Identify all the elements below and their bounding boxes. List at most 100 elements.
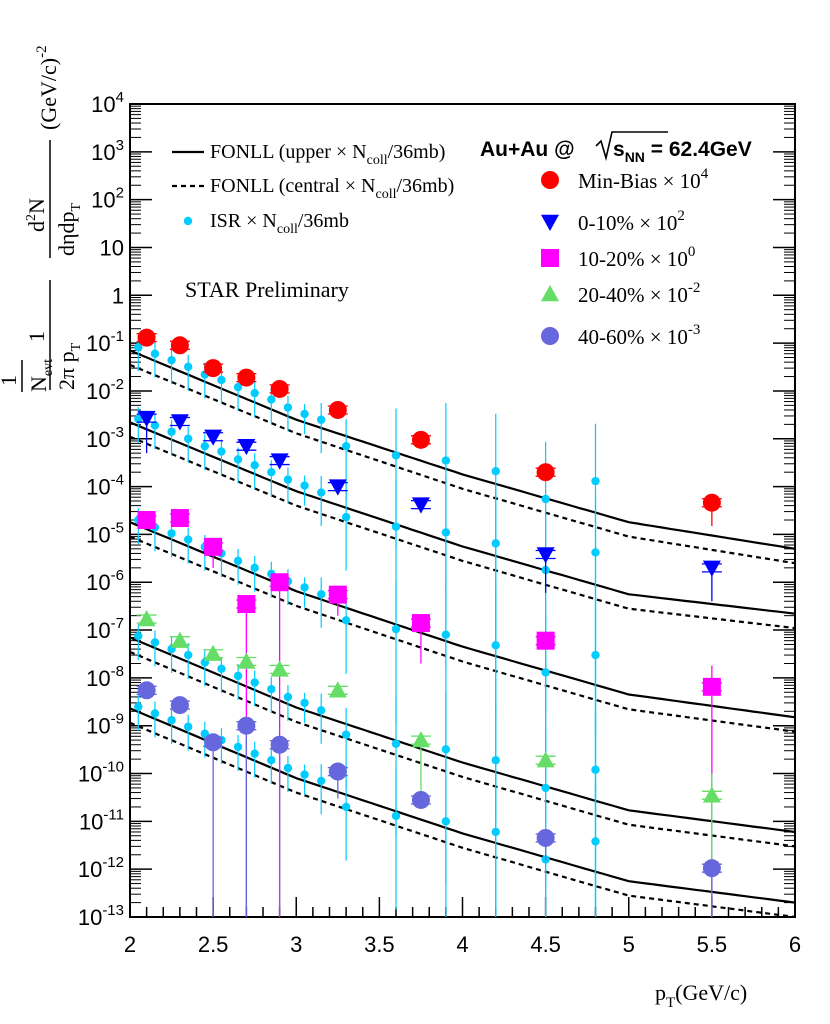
- isr-point: [341, 802, 351, 812]
- data-point: [702, 859, 721, 878]
- isr-point: [233, 556, 243, 566]
- data-point: [170, 631, 189, 648]
- y-tick-label: 10-2: [86, 376, 124, 404]
- isr-point: [300, 481, 309, 490]
- isr-point: [300, 409, 309, 419]
- y-tick-label: 10-8: [86, 663, 124, 691]
- data-point: [536, 463, 555, 482]
- fonll-central-curve: [129, 650, 796, 848]
- isr-point: [134, 702, 143, 711]
- y-tick-label: 10-13: [78, 902, 124, 930]
- isr-point: [250, 461, 259, 470]
- legend-model-label: ISR × Ncoll/36mb: [210, 210, 349, 237]
- isr-point: [183, 650, 193, 660]
- fonll-upper-curve: [129, 636, 796, 834]
- fonll-central-curve: [129, 721, 796, 919]
- fonll-upper-curve: [129, 349, 796, 550]
- isr-point: [391, 739, 401, 748]
- data-point: [270, 453, 289, 470]
- y-tick-label: 10-6: [86, 567, 124, 595]
- data-point: [328, 400, 347, 419]
- isr-point: [283, 763, 293, 773]
- x-tick-label: 3: [290, 932, 302, 957]
- isr-point: [441, 456, 451, 465]
- data-point: [237, 368, 256, 387]
- isr-point: [591, 650, 600, 660]
- data-point: [328, 585, 347, 604]
- legend-model-label: FONLL (central × Ncoll/36mb): [210, 175, 454, 202]
- isr-point: [267, 755, 276, 765]
- data-point: [170, 336, 189, 355]
- fonll-central-curve: [129, 535, 796, 733]
- data-point: [411, 790, 430, 809]
- x-tick-label: 2: [124, 932, 136, 957]
- isr-point: [491, 755, 500, 765]
- data-point: [536, 828, 555, 847]
- isr-point: [316, 706, 326, 715]
- data-point: [237, 595, 256, 614]
- data-point: [702, 493, 721, 512]
- y-tick-label: 103: [91, 137, 124, 165]
- isr-point: [391, 811, 401, 821]
- isr-point: [150, 421, 160, 430]
- legend-series-marker: [541, 171, 559, 189]
- data-point: [411, 430, 430, 449]
- data-point: [137, 328, 156, 347]
- isr-point: [316, 590, 326, 599]
- isr-point: [183, 434, 193, 443]
- isr-point: [316, 776, 326, 786]
- isr-point: [134, 414, 143, 424]
- isr-point: [283, 692, 293, 702]
- isr-point: [316, 415, 326, 424]
- data-point: [328, 681, 347, 698]
- y-tick-label: 10-10: [78, 759, 124, 787]
- isr-point: [341, 616, 351, 625]
- y-tick-label: 10-11: [79, 806, 124, 834]
- isr-point: [217, 375, 226, 385]
- data-point: [137, 681, 156, 700]
- legend-series-label: 20-40% × 10-2: [578, 280, 700, 307]
- data-point: [702, 677, 721, 696]
- data-point: [411, 731, 430, 748]
- legend-series-marker: [541, 214, 559, 231]
- data-point: [411, 497, 430, 514]
- isr-point: [150, 709, 160, 718]
- x-axis-label: pT(GeV/c): [655, 980, 747, 1011]
- x-tick-label: 5: [623, 932, 635, 957]
- legend-model-label: FONLL (upper × Ncoll/36mb): [210, 141, 445, 168]
- isr-point: [183, 362, 193, 371]
- legend-series-marker: [541, 285, 559, 302]
- isr-point: [591, 476, 600, 486]
- isr-point: [233, 742, 243, 752]
- x-tick-label: 5.5: [697, 932, 728, 957]
- y-label-one-b: 1: [24, 331, 49, 342]
- fonll-upper-curve: [129, 707, 796, 904]
- data-point: [270, 379, 289, 398]
- legend-series-label: 10-20% × 100: [578, 244, 695, 271]
- isr-point: [341, 441, 351, 451]
- data-point: [536, 547, 555, 564]
- isr-point: [441, 817, 451, 826]
- data-point: [237, 438, 256, 456]
- isr-point: [541, 494, 550, 504]
- y-label-twopi: 2π pT: [54, 342, 84, 390]
- isr-point: [134, 631, 143, 641]
- data-point: [170, 414, 189, 431]
- data-point: [702, 786, 721, 803]
- preliminary-label: STAR Preliminary: [185, 277, 349, 302]
- data-point: [328, 762, 347, 781]
- isr-point: [316, 488, 326, 497]
- isr-point: [233, 382, 243, 392]
- isr-point: [441, 528, 451, 537]
- fonll-upper-curve: [129, 521, 796, 719]
- legend-series-label: Min-Bias × 104: [578, 166, 709, 193]
- data-point: [137, 410, 156, 428]
- y-tick-label: 10-3: [86, 424, 124, 452]
- data-point: [536, 751, 555, 768]
- isr-point: [341, 730, 351, 739]
- y-tick-label: 1: [112, 283, 124, 308]
- x-tick-label: 4.5: [530, 932, 561, 957]
- legend-series-label: 40-60% × 10-3: [578, 322, 700, 349]
- isr-point: [283, 475, 293, 484]
